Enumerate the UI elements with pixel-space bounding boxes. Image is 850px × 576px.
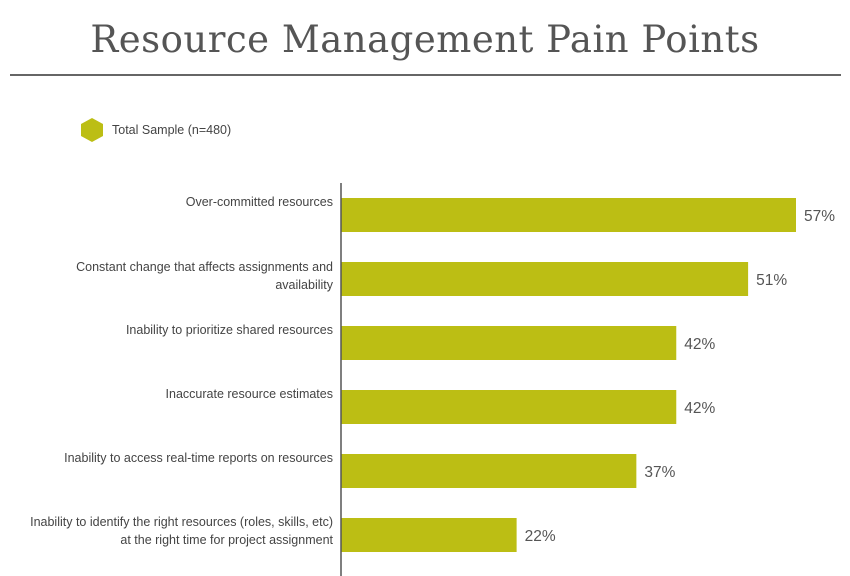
chart-title: Resource Management Pain Points [90, 18, 760, 61]
hexagon-icon [81, 118, 103, 142]
value-label: 22% [525, 528, 556, 545]
value-label: 51% [756, 272, 787, 289]
category-label: Constant change that affects assignments… [76, 260, 333, 292]
bar [341, 518, 517, 552]
bar [341, 390, 677, 424]
value-label: 42% [684, 400, 715, 417]
bar [341, 262, 749, 296]
legend-label: Total Sample (n=480) [112, 123, 232, 137]
category-label: Inaccurate resource estimates [165, 387, 333, 401]
value-label: 57% [804, 208, 835, 225]
legend: Total Sample (n=480) [80, 117, 231, 143]
bar [341, 198, 796, 232]
category-label: Over-committed resources [185, 195, 333, 209]
value-label: 37% [644, 464, 675, 481]
category-label: Inability to identify the right resource… [30, 515, 333, 547]
title-divider [10, 74, 841, 76]
category-label: Inability to access real-time reports on… [64, 451, 333, 465]
value-label: 42% [684, 336, 715, 353]
bar [341, 326, 677, 360]
category-label: Inability to prioritize shared resources [125, 323, 333, 337]
bar [341, 454, 637, 488]
